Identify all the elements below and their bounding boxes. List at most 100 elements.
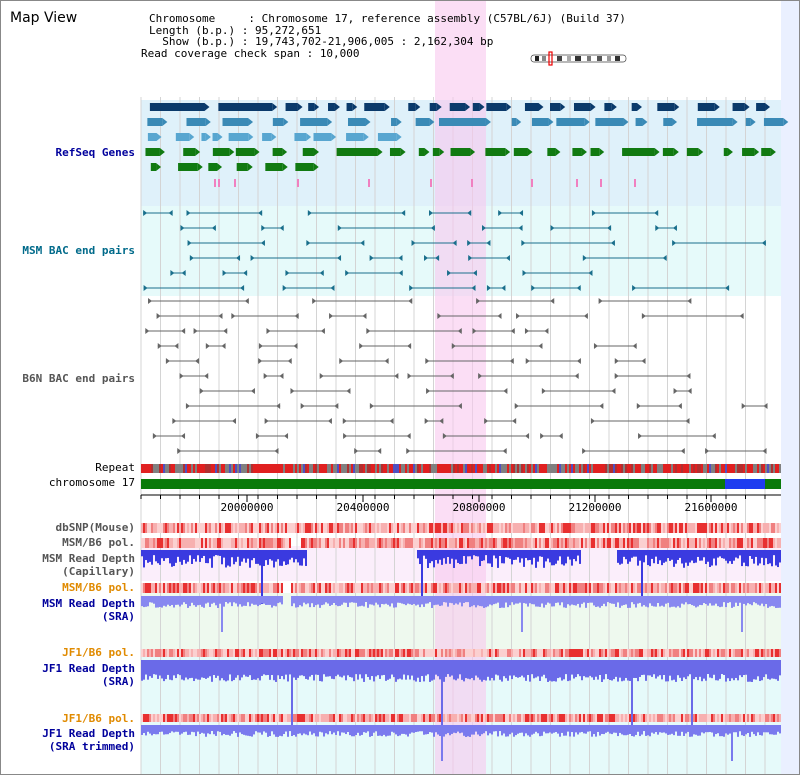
jf1-b6-pol-heat-cell — [557, 714, 559, 722]
jf1-b6-pol-heat-cell — [163, 714, 165, 722]
jf1-b6-pol-heat-cell — [345, 714, 347, 722]
jf1-sra-depth-bar — [657, 660, 659, 677]
repeat-segment — [763, 464, 765, 473]
msm-b6-pol-heat-cell — [693, 538, 695, 548]
jf1-trimmed-depth-bar — [163, 725, 165, 735]
repeat-segment — [649, 464, 651, 473]
dbsnp-heat-cell — [491, 523, 493, 533]
jf1-sra-depth-bar — [703, 660, 705, 679]
jf1-trimmed-depth-bar — [447, 725, 449, 734]
msm-b6-pol-heat-cell — [487, 583, 489, 593]
jf1-b6-pol-heat-cell — [431, 714, 433, 722]
jf1-trimmed-depth-bar — [453, 725, 455, 733]
msm-sra-depth-bar — [573, 596, 575, 606]
msm-capillary-depth-bar — [487, 550, 489, 564]
track-label-jf1-depth-trimmed-sub[interactable]: (SRA trimmed) — [48, 740, 135, 753]
jf1-trimmed-depth-bar — [371, 725, 373, 736]
track-label-chromosome[interactable]: chromosome 17 — [48, 476, 135, 489]
jf1-b6-pol-heat-cell — [339, 649, 341, 657]
repeat-segment — [225, 464, 227, 473]
msm-sra-depth-bar — [561, 596, 563, 603]
jf1-sra-depth-bar — [443, 660, 445, 682]
jf1-b6-pol-heat-cell — [399, 714, 401, 722]
track-label-msm-b6-pol-2[interactable]: MSM/B6 pol. — [62, 581, 135, 594]
msm-b6-pol-heat-cell — [529, 538, 531, 548]
msm-capillary-depth-bar — [747, 550, 749, 567]
msm-sra-depth-bar — [603, 596, 605, 604]
track-label-jf1-depth-sra[interactable]: JF1 Read Depth — [42, 662, 135, 675]
jf1-sra-depth-bar — [437, 660, 439, 677]
jf1-trimmed-depth-bar — [407, 725, 409, 737]
dbsnp-heat-cell — [189, 523, 191, 533]
jf1-trimmed-depth-bar — [355, 725, 357, 736]
jf1-sra-depth-bar — [207, 660, 209, 678]
jf1-trimmed-depth-bar — [421, 725, 423, 732]
track-label-jf1-b6-pol-1[interactable]: JF1/B6 pol. — [62, 646, 135, 659]
b6n-bac-pair-end — [199, 388, 204, 394]
track-label-refseq[interactable]: RefSeq Genes — [55, 146, 135, 159]
track-label-dbsnp[interactable]: dbSNP(Mouse) — [55, 521, 135, 534]
jf1-b6-pol-heat-cell — [605, 649, 607, 657]
dbsnp-heat-cell — [529, 523, 531, 533]
jf1-b6-pol-heat-cell — [481, 714, 483, 722]
track-label-jf1-depth-trimmed[interactable]: JF1 Read Depth — [42, 727, 135, 740]
dbsnp-heat-cell — [477, 523, 479, 533]
msm-b6-pol-heat-cell — [157, 538, 159, 548]
msm-sra-depth-bar — [243, 596, 245, 606]
track-label-b6n-bac[interactable]: B6N BAC end pairs — [22, 372, 135, 385]
jf1-b6-pol-heat-cell — [603, 714, 605, 722]
dbsnp-heat-cell — [655, 523, 657, 533]
msm-capillary-depth-bar — [279, 550, 281, 566]
jf1-b6-pol-heat-cell — [329, 649, 331, 657]
msm-sra-depth-bar — [411, 596, 413, 605]
msm-b6-pol-heat-cell — [643, 583, 645, 593]
jf1-b6-pol-heat-cell — [435, 714, 437, 722]
jf1-b6-pol-heat-cell — [195, 649, 197, 657]
msm-b6-pol-heat-cell — [773, 583, 775, 593]
msm-b6-pol-heat-cell — [271, 538, 273, 548]
jf1-trimmed-depth-bar — [583, 725, 585, 734]
msm-sra-depth-bar — [559, 596, 561, 606]
msm-sra-depth-bar — [255, 596, 257, 605]
jf1-sra-depth-bar — [605, 660, 607, 675]
jf1-b6-pol-heat-cell — [641, 649, 643, 657]
msm-bac-pair-end — [250, 255, 255, 261]
dbsnp-heat-cell — [779, 523, 781, 533]
jf1-b6-pol-heat-cell — [391, 714, 393, 722]
msm-b6-pol-heat-cell — [525, 583, 527, 593]
jf1-b6-pol-heat-cell — [715, 649, 717, 657]
ruler-tick-label: 20000000 — [221, 501, 274, 514]
track-label-jf1-depth-sra-sub[interactable]: (SRA) — [101, 675, 135, 688]
dbsnp-heat-cell — [589, 523, 591, 533]
msm-b6-pol-heat-cell — [211, 583, 213, 593]
msm-capillary-depth-bar — [179, 550, 181, 562]
msm-b6-pol-heat-cell — [737, 583, 739, 593]
track-label-msm-depth-sra-sub[interactable]: (SRA) — [101, 610, 135, 623]
dbsnp-heat-cell — [261, 523, 263, 533]
repeat-segment — [753, 464, 755, 473]
msm-b6-pol-heat-cell — [481, 538, 483, 548]
msm-capillary-depth-bar — [715, 550, 717, 566]
msm-capillary-depth-bar — [573, 550, 575, 560]
gene-strand-arrow — [611, 103, 617, 111]
track-label-msm-depth-capillary-sub[interactable]: (Capillary) — [62, 565, 135, 578]
gene-block — [432, 148, 440, 156]
track-label-msm-b6-pol-1[interactable]: MSM/B6 pol. — [62, 536, 135, 549]
jf1-b6-pol-heat-cell — [517, 649, 519, 657]
msm-bac-pair-end — [610, 240, 615, 246]
track-label-jf1-b6-pol-2[interactable]: JF1/B6 pol. — [62, 712, 135, 725]
jf1-b6-pol-heat-cell — [451, 714, 453, 722]
track-label-msm-depth-capillary[interactable]: MSM Read Depth — [42, 552, 135, 565]
b6n-bac-pair-end — [638, 433, 643, 439]
repeat-segment — [315, 464, 317, 473]
track-label-msm-bac[interactable]: MSM BAC end pairs — [22, 244, 135, 257]
b6n-bac-pair-end — [550, 298, 555, 304]
track-label-msm-depth-sra[interactable]: MSM Read Depth — [42, 597, 135, 610]
repeat-segment — [183, 464, 185, 473]
jf1-sra-depth-bar — [617, 660, 619, 682]
track-label-repeat[interactable]: Repeat — [95, 461, 135, 474]
jf1-b6-pol-heat-cell — [373, 649, 375, 657]
gene-block — [472, 103, 480, 111]
msm-capillary-depth-bar — [275, 550, 277, 562]
